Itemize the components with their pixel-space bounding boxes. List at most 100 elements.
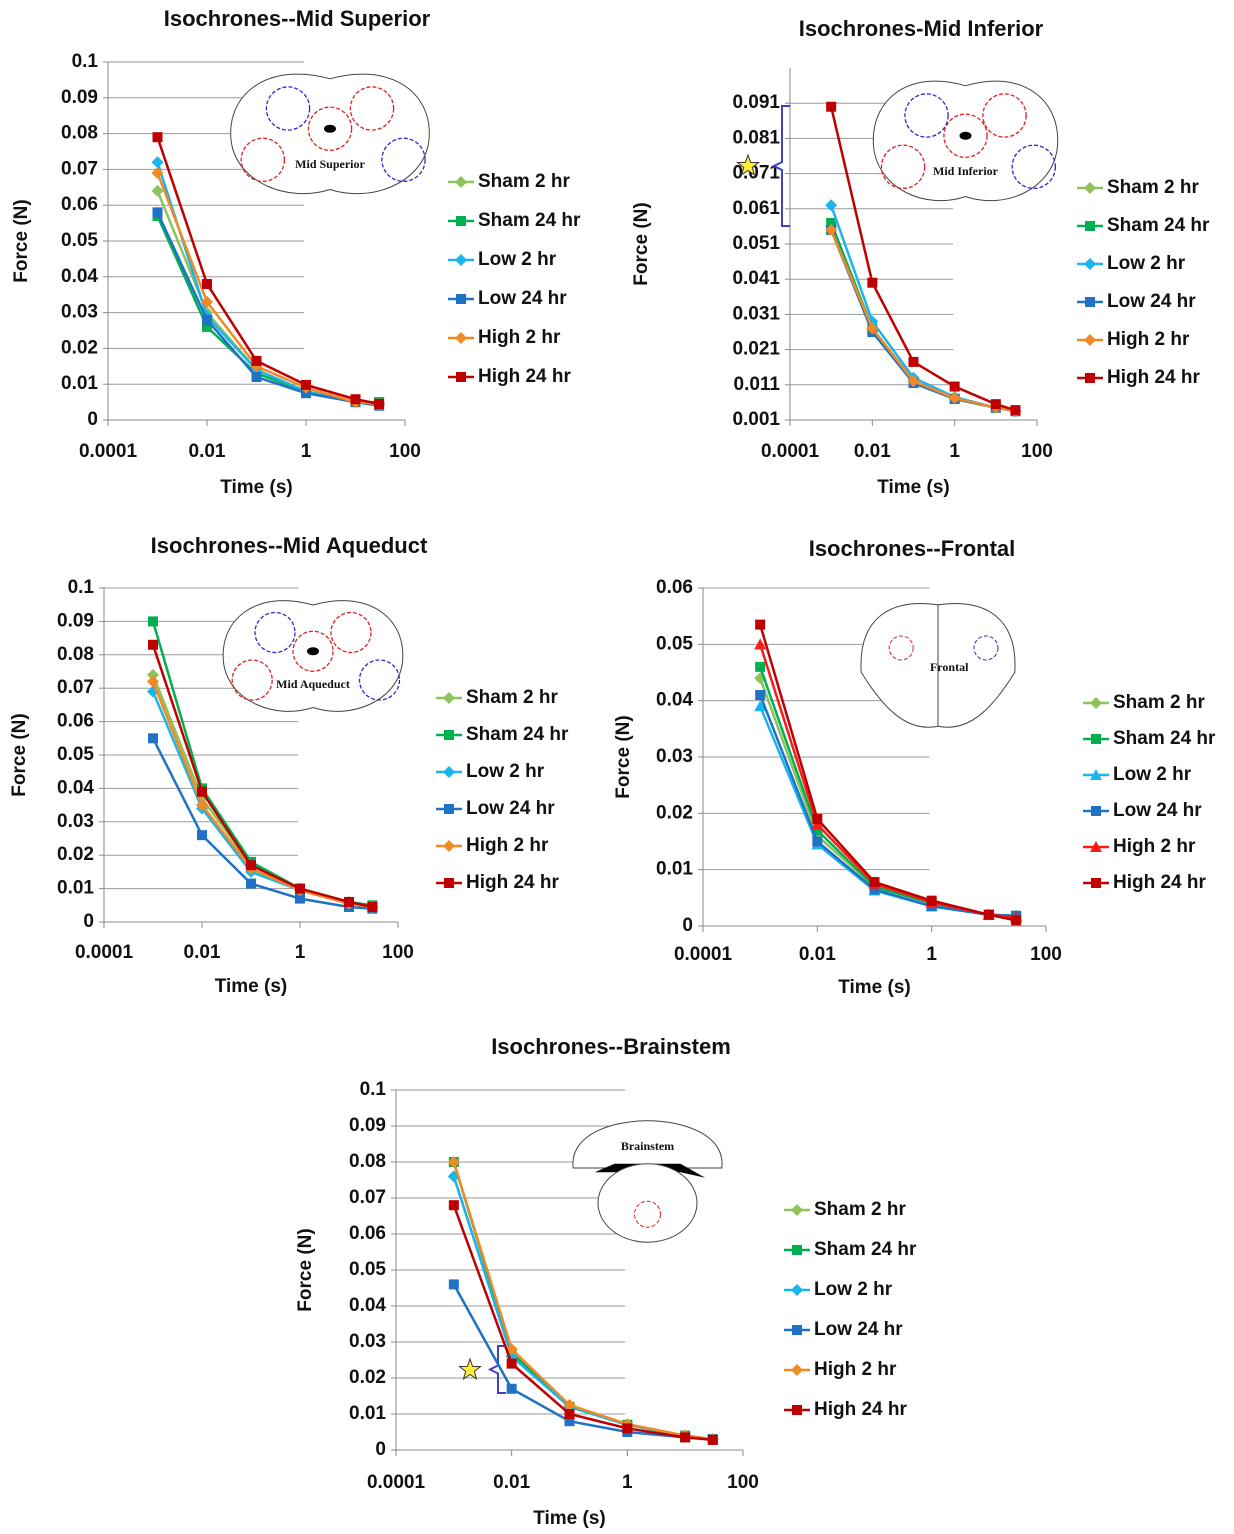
brain-outline — [230, 73, 430, 195]
point — [755, 619, 766, 630]
y-tick-label: 0.02 — [61, 337, 98, 358]
y-tick-label: 0.01 — [349, 1403, 386, 1424]
point — [949, 381, 960, 392]
chart-title: Isochrones--Mid Superior — [164, 6, 431, 31]
brainstem-outline — [597, 1163, 698, 1243]
legend-label: Sham 24 hr — [1107, 215, 1210, 236]
series-line — [830, 229, 1016, 413]
x-tick-label: 0.0001 — [674, 944, 733, 965]
region-circle — [888, 635, 914, 661]
legend-label: Low 24 hr — [466, 798, 555, 819]
point — [367, 901, 378, 912]
point — [148, 616, 158, 627]
legend-label: Sham 2 hr — [814, 1199, 906, 1220]
x-tick-label: 100 — [727, 1472, 759, 1493]
legend-marker — [443, 840, 455, 852]
legend-marker — [1085, 221, 1095, 231]
region-circle — [349, 86, 395, 131]
point — [680, 1432, 691, 1443]
x-tick-label: 0.01 — [799, 944, 836, 965]
legend-marker — [455, 176, 467, 188]
series-line — [759, 694, 1017, 918]
point — [622, 1423, 633, 1434]
y-tick-label: 0.011 — [734, 374, 781, 395]
y-tick-label: 0.08 — [61, 123, 98, 144]
y-tick-label: 0.041 — [732, 268, 780, 289]
legend-marker — [456, 294, 466, 304]
point — [754, 700, 767, 712]
point — [907, 375, 920, 388]
y-tick-label: 0.03 — [57, 811, 94, 832]
point — [926, 895, 937, 906]
y-axis-label: Force (N) — [9, 713, 30, 796]
y-tick-label: 0.1 — [68, 577, 95, 598]
ventricle — [324, 124, 336, 133]
point — [826, 101, 837, 112]
y-tick-label: 0.04 — [349, 1295, 386, 1316]
brain-outline — [222, 600, 404, 712]
ventricle — [959, 131, 972, 140]
point — [754, 638, 767, 650]
point — [295, 893, 305, 904]
legend-marker — [792, 1405, 802, 1415]
x-tick-label: 0.01 — [184, 942, 221, 963]
y-tick-label: 0.01 — [656, 859, 693, 880]
legend-marker — [791, 1364, 803, 1376]
point — [246, 878, 256, 889]
y-tick-label: 0.1 — [360, 1079, 387, 1100]
region-circle — [307, 106, 353, 152]
y-tick-label: 0.091 — [732, 92, 780, 113]
x-axis-label: Time (s) — [220, 477, 293, 498]
legend-label: Sham 2 hr — [1107, 177, 1199, 198]
point — [151, 184, 164, 197]
x-tick-label: 100 — [1021, 441, 1053, 462]
y-tick-label: 0.03 — [61, 302, 98, 323]
y-tick-label: 0.08 — [349, 1151, 386, 1172]
chart-title: Isochrones--Mid Aqueduct — [151, 533, 428, 558]
chart-panel: Isochrones--Mid Aqueduct 0 0.01 0.02 0.03 0.0… — [9, 533, 569, 997]
point — [251, 355, 262, 366]
point — [825, 223, 838, 236]
x-axis-label: Time (s) — [533, 1508, 606, 1529]
legend-label: Sham 2 hr — [466, 687, 558, 708]
legend-label: Sham 2 hr — [1113, 692, 1205, 713]
y-tick-label: 0.07 — [57, 677, 94, 698]
inset-label: Mid Inferior — [933, 164, 999, 178]
point — [201, 295, 213, 308]
y-tick-label: 0.06 — [656, 577, 693, 598]
y-axis-label: Force (N) — [11, 199, 32, 282]
y-tick-label: 0.1 — [72, 51, 99, 72]
y-axis-label: Force (N) — [295, 1228, 316, 1311]
point — [948, 392, 961, 405]
y-tick-label: 0.04 — [57, 777, 94, 798]
chart-panel: Isochrones--Brainstem 0 0.01 0.02 0.03 0.04 0.… — [295, 1034, 917, 1529]
point — [152, 132, 163, 143]
legend-label: Low 2 hr — [814, 1279, 893, 1300]
point — [755, 661, 766, 672]
point — [869, 877, 880, 888]
point — [1011, 915, 1022, 926]
region-circle — [904, 93, 949, 138]
point — [301, 379, 311, 390]
legend-label: High 2 hr — [814, 1359, 897, 1380]
point — [826, 217, 837, 228]
legend-label: High 2 hr — [1107, 329, 1190, 350]
y-tick-label: 0.081 — [732, 127, 780, 148]
region-circle — [634, 1200, 661, 1228]
region-circle — [292, 630, 334, 672]
x-tick-label: 0.0001 — [75, 942, 134, 963]
legend-label: High 24 hr — [466, 872, 560, 893]
legend-label: Sham 2 hr — [478, 171, 570, 192]
legend-marker — [792, 1245, 802, 1255]
point — [1010, 405, 1021, 416]
legend-marker — [1084, 182, 1096, 194]
legend-label: Low 24 hr — [1113, 800, 1202, 821]
point — [755, 690, 766, 701]
point — [908, 356, 919, 367]
y-tick-label: 0.031 — [732, 303, 780, 324]
legend-marker — [791, 1204, 803, 1216]
region-circle — [265, 86, 311, 131]
region-circle — [880, 144, 926, 190]
legend-marker — [1084, 258, 1096, 270]
legend-marker — [455, 254, 467, 266]
